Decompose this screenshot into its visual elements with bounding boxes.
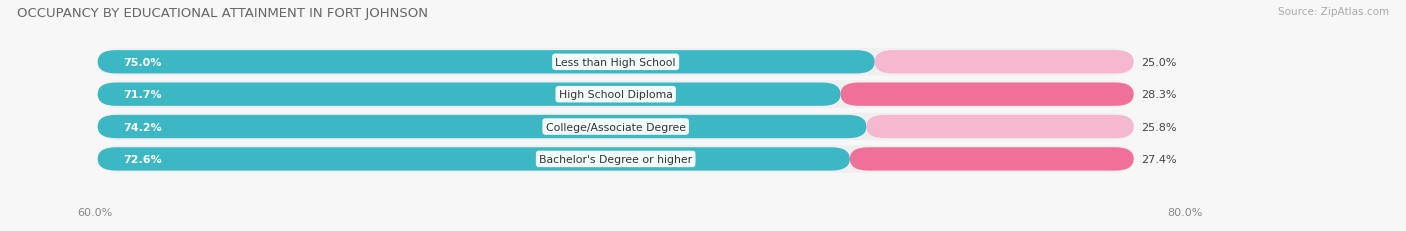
FancyBboxPatch shape bbox=[97, 146, 1133, 173]
Text: 74.2%: 74.2% bbox=[124, 122, 162, 132]
FancyBboxPatch shape bbox=[849, 148, 1133, 171]
Text: Source: ZipAtlas.com: Source: ZipAtlas.com bbox=[1278, 7, 1389, 17]
FancyBboxPatch shape bbox=[97, 148, 849, 171]
Text: College/Associate Degree: College/Associate Degree bbox=[546, 122, 686, 132]
Text: 28.3%: 28.3% bbox=[1142, 90, 1177, 100]
Text: 25.8%: 25.8% bbox=[1142, 122, 1177, 132]
FancyBboxPatch shape bbox=[97, 83, 841, 106]
FancyBboxPatch shape bbox=[97, 116, 866, 139]
Text: OCCUPANCY BY EDUCATIONAL ATTAINMENT IN FORT JOHNSON: OCCUPANCY BY EDUCATIONAL ATTAINMENT IN F… bbox=[17, 7, 427, 20]
FancyBboxPatch shape bbox=[841, 83, 1133, 106]
Text: 27.4%: 27.4% bbox=[1142, 154, 1177, 164]
FancyBboxPatch shape bbox=[97, 49, 1133, 76]
Text: 60.0%: 60.0% bbox=[77, 207, 112, 217]
FancyBboxPatch shape bbox=[875, 51, 1133, 74]
Text: 72.6%: 72.6% bbox=[124, 154, 162, 164]
Text: 71.7%: 71.7% bbox=[124, 90, 162, 100]
Text: 25.0%: 25.0% bbox=[1142, 58, 1177, 67]
Text: Bachelor's Degree or higher: Bachelor's Degree or higher bbox=[538, 154, 692, 164]
Text: 75.0%: 75.0% bbox=[124, 58, 162, 67]
FancyBboxPatch shape bbox=[97, 51, 875, 74]
FancyBboxPatch shape bbox=[866, 116, 1133, 139]
FancyBboxPatch shape bbox=[97, 81, 1133, 108]
Text: Less than High School: Less than High School bbox=[555, 58, 676, 67]
Text: 80.0%: 80.0% bbox=[1167, 207, 1202, 217]
FancyBboxPatch shape bbox=[97, 113, 1133, 140]
Text: High School Diploma: High School Diploma bbox=[558, 90, 672, 100]
